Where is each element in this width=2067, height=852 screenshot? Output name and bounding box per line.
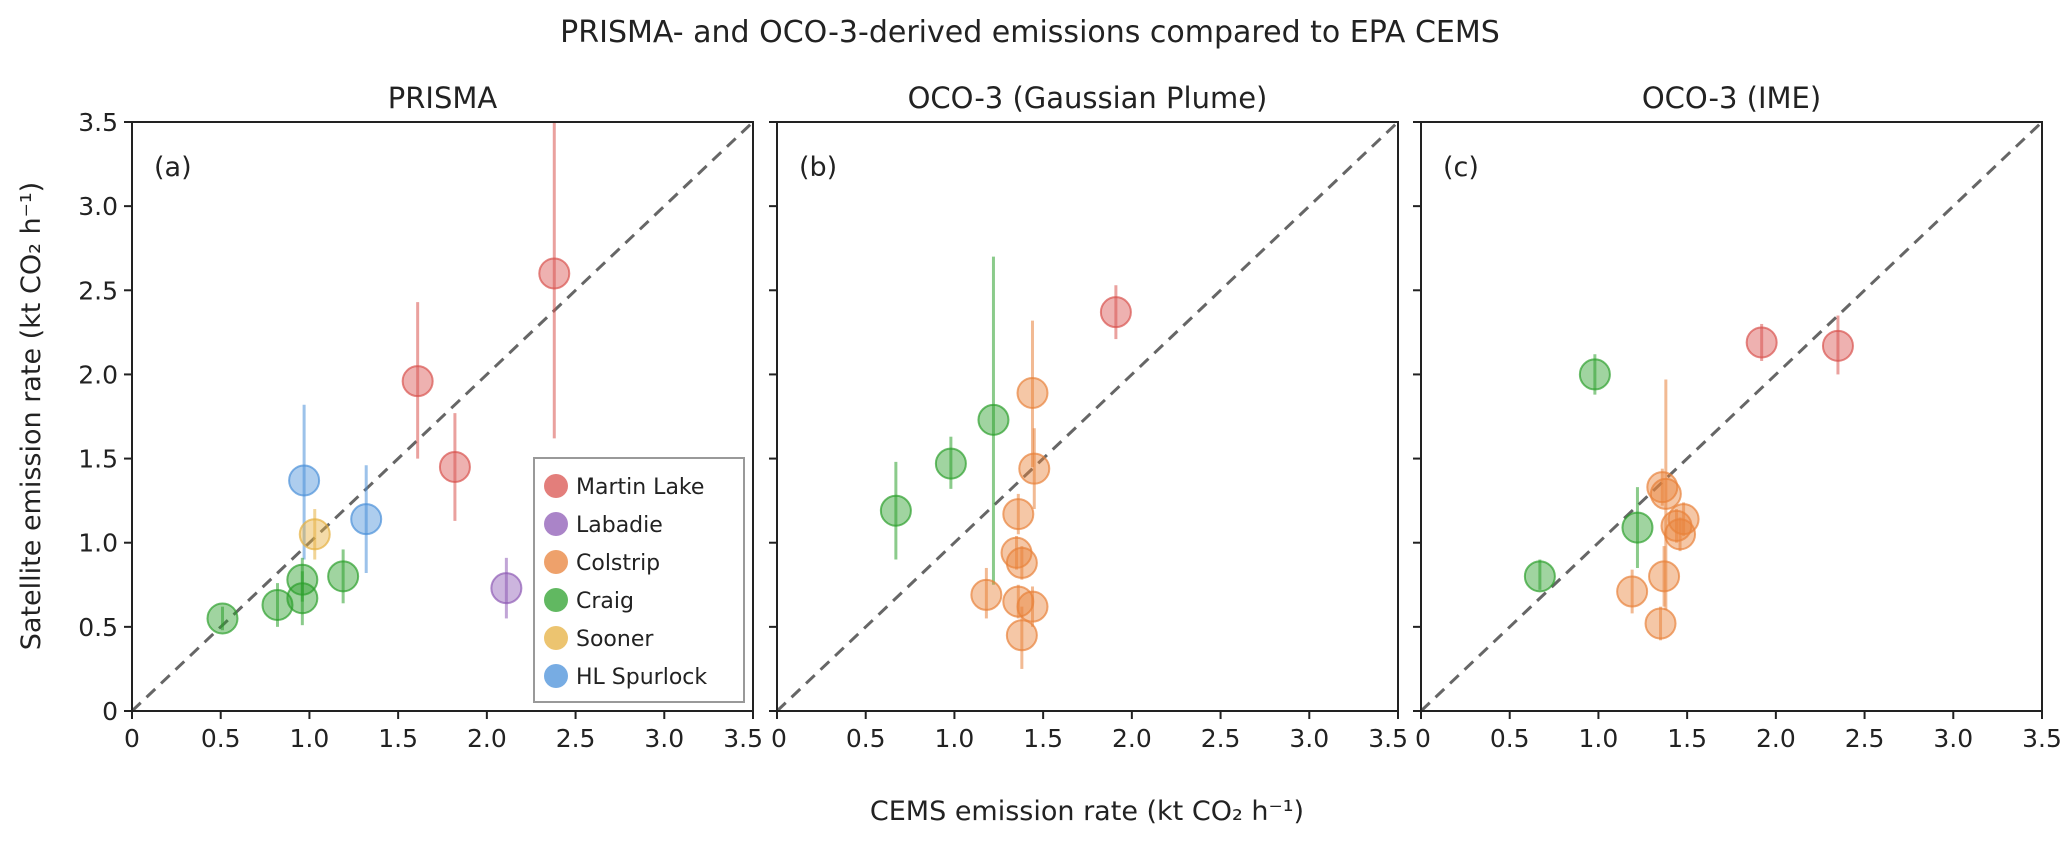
- panel-3: OCO-3 (IME) (c) 0 0.5 1.0 1.5 2.0 2.5 3.0 3.5: [1413, 81, 2062, 753]
- data-point: [490, 572, 523, 605]
- data-point: [206, 602, 239, 635]
- x-tick-label: 2.5: [556, 724, 596, 753]
- plot-frame: [1420, 121, 2043, 712]
- x-tick-label: 3.5: [1368, 724, 1408, 753]
- y-tick-label: 3.0: [78, 192, 118, 221]
- legend-marker: [544, 512, 568, 536]
- legend-marker: [544, 626, 568, 650]
- data-point: [1821, 329, 1854, 362]
- x-tick-label: 3.0: [644, 724, 684, 753]
- legend-label: Martin Lake: [576, 475, 704, 500]
- panel-title: OCO-3 (IME): [1642, 81, 1821, 115]
- x-tick-label: 0: [1415, 724, 1431, 753]
- legend-label: Labadie: [576, 513, 663, 538]
- y-tick-label: 2.0: [78, 360, 118, 389]
- data-point: [1099, 296, 1132, 329]
- data-point: [1578, 358, 1611, 391]
- panel-label: (b): [799, 152, 837, 183]
- y-tick-label: 2.5: [78, 276, 118, 305]
- x-tick-label: 1.0: [290, 724, 330, 753]
- legend-label: Colstrip: [576, 551, 660, 576]
- x-tick-label: 1.0: [935, 724, 975, 753]
- x-tick-label: 3.5: [2022, 724, 2062, 753]
- x-tick-label: 0: [124, 724, 140, 753]
- data-point: [934, 447, 967, 480]
- data-point: [261, 588, 294, 621]
- data-point: [1000, 536, 1033, 569]
- y-tick-label: 0.5: [78, 613, 118, 642]
- data-point: [1002, 498, 1035, 531]
- points: [206, 122, 571, 635]
- x-tick-label: 3.0: [1933, 724, 1973, 753]
- data-point: [1649, 477, 1682, 510]
- x-tick-label: 1.5: [378, 724, 418, 753]
- legend-marker: [544, 588, 568, 612]
- one-to-one-line: [1419, 120, 2044, 713]
- x-tick-label: 1.0: [1579, 724, 1619, 753]
- data-point: [298, 518, 331, 551]
- data-point: [288, 464, 321, 497]
- x-tick-label: 1.5: [1023, 724, 1063, 753]
- data-point: [350, 503, 383, 536]
- x-tick-label: 0.5: [846, 724, 886, 753]
- legend-marker: [544, 550, 568, 574]
- x-tick-label: 3.5: [723, 724, 763, 753]
- data-point: [1648, 560, 1681, 593]
- legend: [533, 457, 745, 703]
- x-tick-label: 0: [771, 724, 787, 753]
- data-point: [1005, 546, 1038, 579]
- figure-title: PRISMA- and OCO-3-derived emissions comp…: [560, 15, 1500, 50]
- x-tick-label: 0.5: [1490, 724, 1530, 753]
- data-point: [1016, 590, 1049, 623]
- data-point: [879, 494, 912, 527]
- data-point: [1621, 511, 1654, 544]
- data-point: [977, 403, 1010, 436]
- points: [879, 256, 1132, 669]
- panel-title: PRISMA: [388, 81, 498, 115]
- data-point: [1523, 560, 1556, 593]
- panel-1: PRISMA (a) 00 0.5 0.5 1.0 1.0 1.5 1.5 2.0 2.0 2.5 2.…: [78, 81, 763, 753]
- data-point: [1644, 607, 1677, 640]
- data-point: [438, 450, 471, 483]
- data-point: [1018, 452, 1051, 485]
- legend-label: Craig: [576, 589, 634, 614]
- data-point: [1005, 619, 1038, 652]
- y-tick-label: 3.5: [78, 108, 118, 137]
- panel-2: OCO-3 (Gaussian Plume) (b) 0 0.5 1.0 1.5 2.0 2.…: [769, 81, 1408, 753]
- y-tick-label: 0: [102, 697, 118, 726]
- data-point: [1616, 575, 1649, 608]
- points: [1523, 315, 1854, 641]
- x-axis-label: CEMS emission rate (kt CO₂ h⁻¹): [870, 796, 1304, 827]
- y-axis-label: Satellite emission rate (kt CO₂ h⁻¹): [16, 182, 47, 650]
- data-point: [1745, 326, 1778, 359]
- x-tick-label: 2.5: [1845, 724, 1885, 753]
- panel-label: (c): [1443, 152, 1479, 183]
- x-tick-label: 0.5: [201, 724, 241, 753]
- panel-title: OCO-3 (Gaussian Plume): [908, 81, 1268, 115]
- legend-label: Sooner: [576, 627, 654, 652]
- legend-marker: [544, 474, 568, 498]
- legend-marker: [544, 664, 568, 688]
- data-point: [1016, 376, 1049, 409]
- x-tick-label: 2.0: [1756, 724, 1796, 753]
- one-to-one-line: [775, 120, 1400, 713]
- panel-label: (a): [154, 152, 192, 183]
- y-tick-label: 1.5: [78, 445, 118, 474]
- data-point: [286, 563, 319, 596]
- x-tick-label: 2.0: [1112, 724, 1152, 753]
- data-point: [401, 365, 434, 398]
- data-point: [538, 257, 571, 290]
- plot-frame: [776, 121, 1399, 712]
- data-point: [970, 578, 1003, 611]
- x-tick-label: 1.5: [1667, 724, 1707, 753]
- x-tick-label: 2.5: [1201, 724, 1241, 753]
- y-tick-label: 1.0: [78, 529, 118, 558]
- x-tick-label: 2.0: [467, 724, 507, 753]
- data-point: [327, 560, 360, 593]
- plot-frame: [131, 121, 754, 712]
- data-point: [1664, 518, 1697, 551]
- x-tick-label: 3.0: [1289, 724, 1329, 753]
- legend-label: HL Spurlock: [576, 665, 707, 690]
